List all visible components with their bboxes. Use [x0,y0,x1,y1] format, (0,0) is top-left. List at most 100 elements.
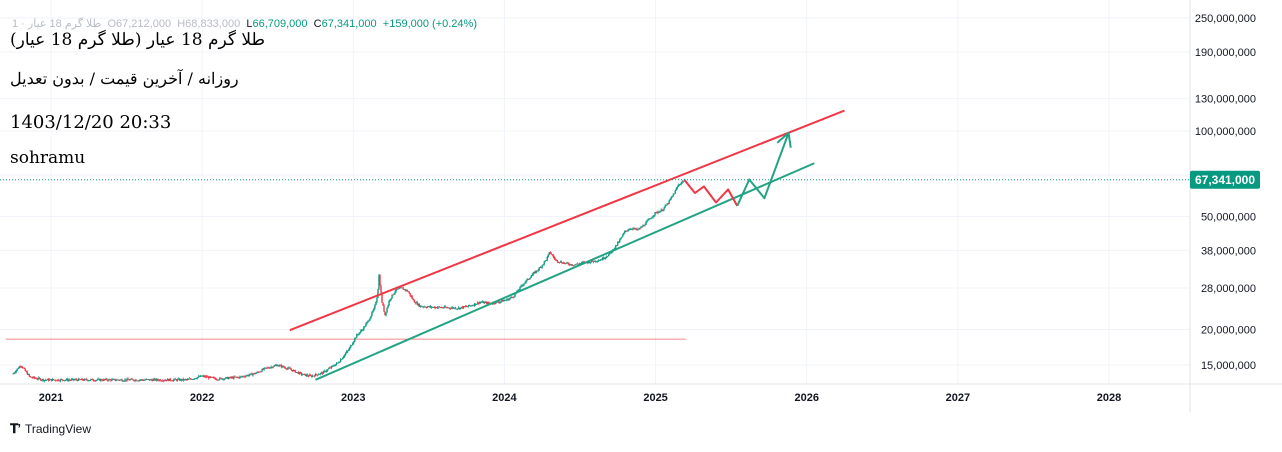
candle-body [205,376,208,378]
candle-body [178,378,181,381]
candle-body [32,376,35,378]
candle-body [134,379,136,381]
candle-body [204,376,207,378]
candle-body [403,289,405,290]
candle-body [481,302,483,303]
candle-body [495,301,497,304]
candle-body [308,374,311,377]
candle-body [105,378,107,380]
candle-body [448,307,451,309]
candle-body [480,302,482,303]
candle-body [146,379,148,381]
legend-close-value: 67,341,000 [321,18,377,30]
candle-body [478,302,480,304]
candle-body [244,376,246,378]
candle-body [303,373,306,375]
candle-body [241,376,243,378]
candle-body [235,376,237,378]
candle-body [663,207,665,210]
candle-body [631,228,633,230]
candle-body [514,293,516,297]
candle-body [374,304,376,309]
candle-body [500,301,502,303]
candle-body [21,366,23,368]
candle-body [266,367,268,369]
candle-body [311,375,314,377]
candle-body [319,372,322,375]
candle-body [486,302,488,304]
candle-body [307,375,310,377]
candle-body [443,306,446,308]
candle-body [362,329,364,331]
candle-body [207,376,210,379]
candle-body [360,330,362,333]
candle-body [376,297,378,303]
candle-body [318,374,321,375]
candle-body [48,379,51,381]
annotation-subtitle[interactable]: روزانه / آخرین قیمت / بدون تعدیل [10,69,239,88]
candle-body [127,378,129,380]
candle-body [468,304,471,306]
candle-body [210,376,212,378]
candle-body [520,285,522,287]
candle-body [297,372,300,374]
annotation-author[interactable]: sohramu [10,148,86,168]
annotation-datetime[interactable]: 1403/12/20 20:33 [10,112,172,133]
candle-body [428,306,431,308]
ohlc-legend: طلا گرم 18 عیار · 1 O67,212,000 H68,833,… [12,17,477,30]
candle-body [525,280,527,283]
candle-body [665,205,667,207]
candle-body [64,379,67,381]
tradingview-footer[interactable]: 𝐓’ TradingView [10,421,91,437]
candle-body [119,379,121,381]
candle-body [78,378,80,381]
candle-body [314,373,317,377]
candle-body [387,305,389,309]
candle-body [239,376,241,378]
candle-body [113,378,115,380]
price-axis[interactable] [1190,0,1282,384]
candle-body [212,376,214,378]
legend-close-label: C [313,18,322,30]
candle-body [522,284,524,286]
candle-body [477,302,479,304]
candle-body [469,305,472,307]
candle-body [92,378,94,381]
candle-body [313,375,316,377]
candle-body [109,379,111,381]
candle-body [206,376,209,378]
footer-brand: TradingView [24,422,92,436]
candle-body [429,306,432,308]
candle-body [538,267,540,271]
time-tick-label: 2021 [39,392,63,404]
time-ticks: 2021 2022 2023 2024 2025 2026 2027 2028 [39,392,1121,404]
annotation-title[interactable]: طلا گرم 18 عیار (طلا گرم 18 عیار) [10,30,266,50]
plot-background [0,0,1190,384]
candle-body [399,287,401,289]
candle-body [25,370,28,372]
candle-body [251,373,253,376]
candle-body [582,261,585,263]
candle-body [393,293,395,295]
candle-body [236,376,238,378]
candle-body [165,380,168,381]
candle-body [285,368,287,370]
price-tick-label: 20,000,000 [1201,325,1256,337]
candle-body [567,263,570,265]
candle-body [526,279,528,281]
candle-body [622,234,624,237]
candle-body [12,373,14,375]
legend-open-value: 67,212,000 [116,18,172,30]
candle-body [366,322,368,324]
candle-body [671,196,673,198]
candle-body [332,365,335,367]
candle-body [359,332,361,334]
candle-body [248,375,250,376]
candle-body [609,252,611,255]
candle-body [465,306,468,308]
candle-body [541,265,543,268]
candle-body [547,254,549,257]
legend-symbol[interactable]: طلا گرم 18 عیار · 1 [12,18,102,30]
